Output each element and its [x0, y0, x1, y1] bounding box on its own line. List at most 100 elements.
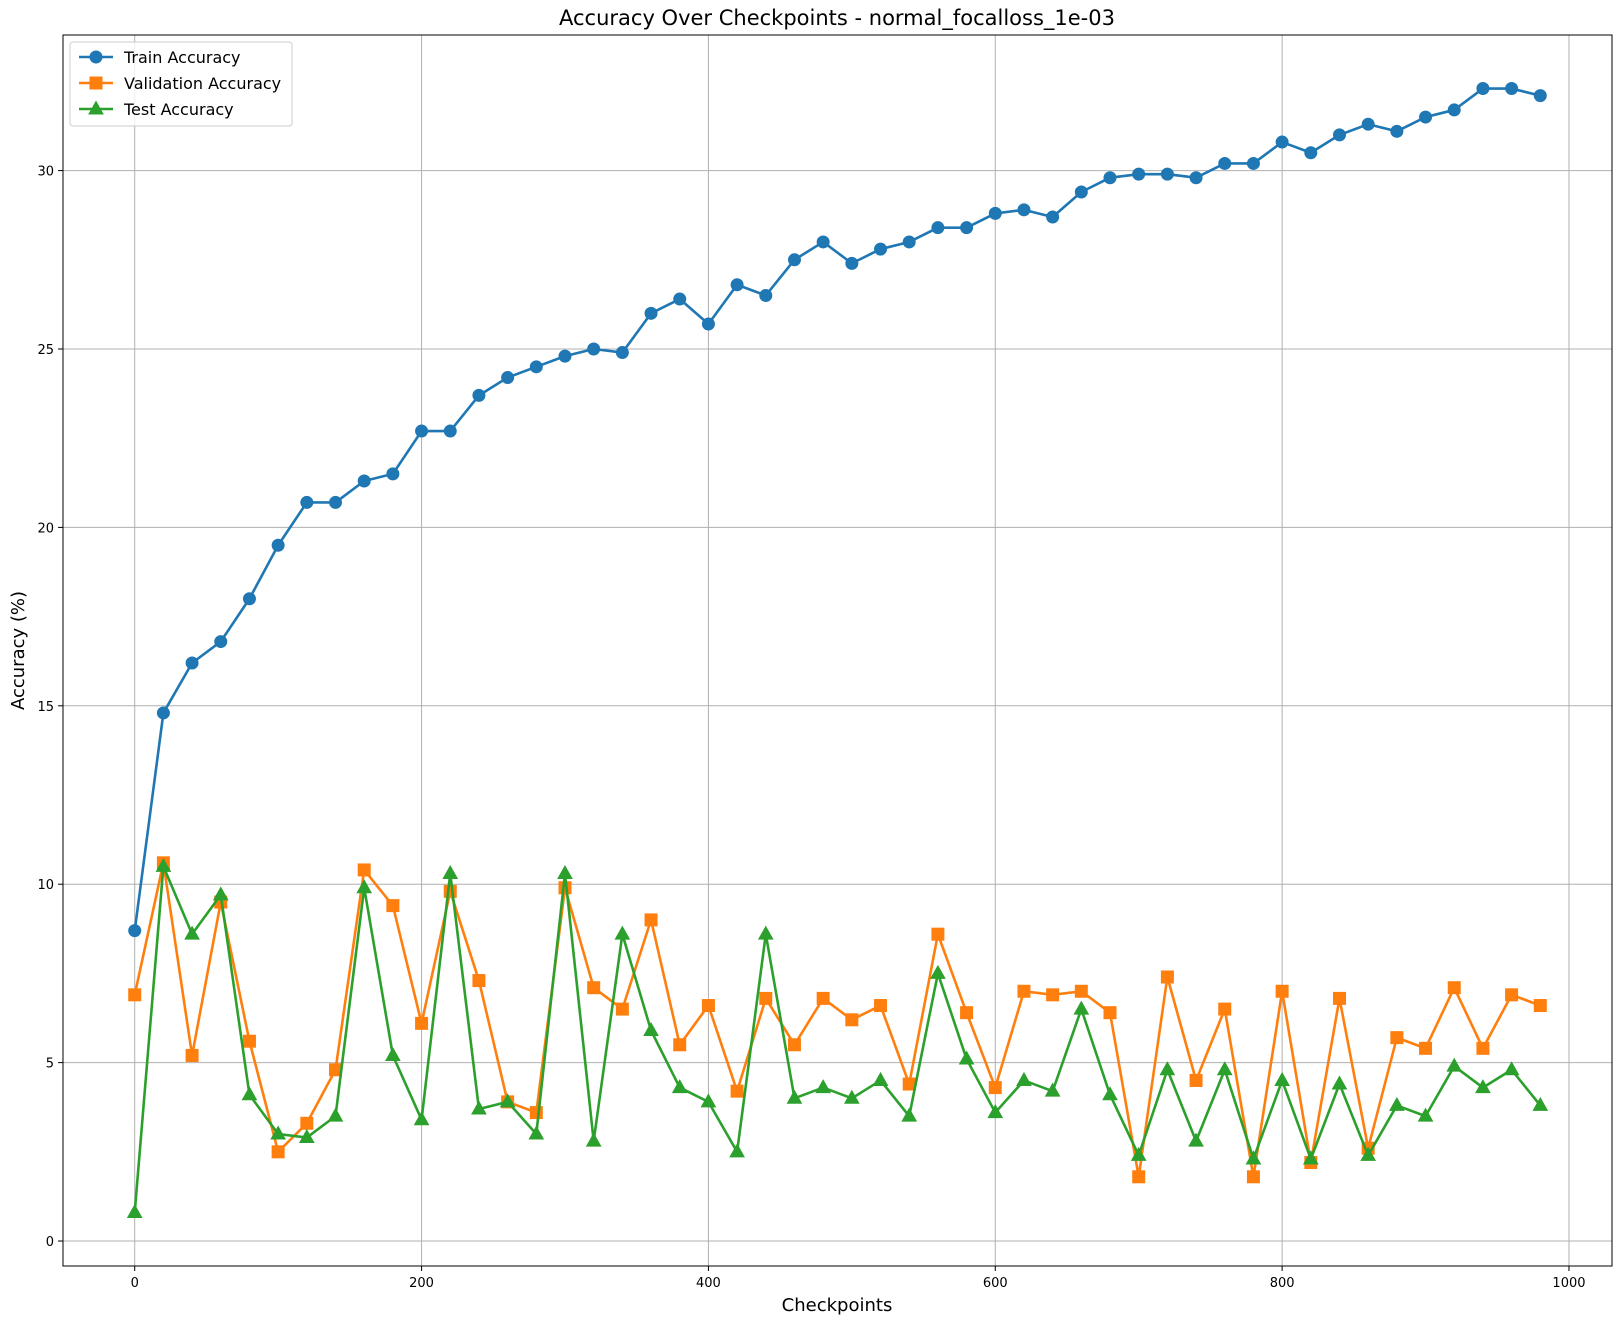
- validation-accuracy-point: [845, 1013, 859, 1027]
- test-accuracy-point: [815, 1079, 832, 1094]
- train-accuracy-point: [931, 221, 945, 235]
- validation-accuracy-point: [931, 927, 945, 941]
- test-accuracy-point: [1044, 1082, 1061, 1097]
- train-accuracy-point: [1160, 167, 1174, 181]
- legend-label: Validation Accuracy: [124, 74, 281, 93]
- train-accuracy-point: [1246, 156, 1260, 170]
- train-accuracy-point: [329, 495, 343, 509]
- test-accuracy-point: [585, 1132, 602, 1147]
- test-accuracy-point: [241, 1086, 258, 1101]
- test-accuracy-point: [901, 1107, 918, 1122]
- validation-accuracy-point: [300, 1116, 314, 1130]
- train-accuracy-point: [587, 342, 601, 356]
- x-tick-label: 600: [983, 1276, 1008, 1291]
- test-accuracy-point: [614, 925, 631, 940]
- validation-accuracy-series: [128, 856, 1547, 1184]
- test-accuracy-point: [700, 1093, 717, 1108]
- test-accuracy-point: [442, 864, 459, 880]
- test-accuracy-point: [1475, 1079, 1491, 1094]
- train-accuracy-point: [902, 235, 916, 249]
- chart-title: Accuracy Over Checkpoints - normal_focal…: [559, 6, 1115, 31]
- validation-accuracy-point: [1505, 988, 1519, 1002]
- x-tick-label: 400: [696, 1276, 721, 1291]
- legend-item-test-accuracy: Test Accuracy: [79, 100, 234, 119]
- test-accuracy-point: [872, 1071, 889, 1086]
- validation-accuracy-point: [357, 863, 371, 877]
- train-accuracy-point: [701, 317, 715, 331]
- test-accuracy-series: [126, 857, 1549, 1218]
- legend-marker: [88, 100, 104, 115]
- legend-marker: [89, 76, 103, 90]
- axis-ticks: 0 200 400 600 800 1000 0 5 10 15 20 25 30: [37, 165, 1585, 1291]
- test-accuracy-point: [1102, 1086, 1118, 1101]
- test-accuracy-point: [1274, 1071, 1290, 1086]
- train-accuracy-point: [1419, 110, 1433, 124]
- test-accuracy-point: [270, 1125, 286, 1140]
- y-tick-label: 5: [46, 1057, 54, 1072]
- train-accuracy-point: [501, 371, 515, 385]
- validation-accuracy-point: [1476, 1041, 1490, 1055]
- validation-accuracy-point: [271, 1145, 285, 1159]
- train-accuracy-point: [242, 592, 256, 606]
- validation-accuracy-point: [1103, 1006, 1117, 1020]
- test-accuracy-point: [958, 1050, 975, 1065]
- validation-accuracy-point: [529, 1106, 543, 1120]
- test-accuracy-point: [528, 1125, 545, 1140]
- validation-accuracy-point: [415, 1016, 429, 1030]
- validation-accuracy-point: [701, 999, 715, 1013]
- train-accuracy-point: [845, 256, 859, 270]
- train-accuracy-point: [1103, 171, 1117, 185]
- train-accuracy-point: [443, 424, 457, 438]
- train-accuracy-point: [1046, 210, 1060, 224]
- train-accuracy-point: [357, 474, 371, 488]
- legend-marker: [89, 50, 103, 64]
- test-accuracy-point: [1360, 1146, 1377, 1161]
- train-accuracy-point: [1361, 117, 1375, 131]
- validation-accuracy-point: [472, 974, 486, 988]
- validation-accuracy-point: [615, 1002, 629, 1016]
- test-accuracy-point: [1016, 1071, 1032, 1086]
- y-axis-label: Accuracy (%): [8, 591, 29, 710]
- test-accuracy-line: [133, 865, 1542, 1213]
- test-accuracy-point: [184, 925, 200, 940]
- validation-accuracy-point: [1390, 1031, 1404, 1045]
- train-accuracy-point: [415, 424, 429, 438]
- train-accuracy-point: [472, 388, 486, 402]
- test-accuracy-point: [499, 1093, 516, 1108]
- validation-accuracy-point: [1533, 999, 1547, 1013]
- train-accuracy-point: [386, 467, 400, 481]
- train-accuracy-point: [730, 278, 744, 292]
- train-accuracy-point: [673, 292, 687, 306]
- validation-accuracy-point: [1447, 981, 1461, 995]
- train-accuracy-point: [816, 235, 830, 249]
- train-accuracy-point: [1505, 82, 1519, 96]
- train-accuracy-point: [759, 288, 773, 302]
- train-accuracy-point: [1304, 146, 1318, 160]
- train-accuracy-point: [960, 221, 974, 235]
- train-accuracy-point: [1132, 167, 1146, 181]
- validation-accuracy-point: [587, 981, 601, 995]
- series-lines: [126, 82, 1549, 1218]
- validation-accuracy-point: [816, 991, 830, 1005]
- legend-label: Test Accuracy: [123, 100, 234, 119]
- test-accuracy-point: [1302, 1150, 1319, 1165]
- train-accuracy-point: [156, 706, 170, 720]
- train-accuracy-point: [214, 635, 228, 649]
- train-accuracy-point: [529, 360, 543, 374]
- validation-accuracy-point: [902, 1077, 916, 1091]
- train-accuracy-point: [644, 306, 658, 320]
- x-tick-label: 200: [409, 1276, 434, 1291]
- x-axis-label: Checkpoints: [782, 1295, 893, 1316]
- legend: Train Accuracy Validation Accuracy Test Ac…: [69, 41, 293, 127]
- train-accuracy-point: [271, 538, 285, 552]
- validation-accuracy-point: [1017, 984, 1031, 998]
- test-accuracy-point: [356, 879, 373, 894]
- train-accuracy-point: [300, 495, 314, 509]
- validation-accuracy-point: [1275, 984, 1289, 998]
- validation-accuracy-point: [1132, 1170, 1146, 1184]
- train-accuracy-point: [1476, 82, 1490, 96]
- validation-accuracy-point: [1160, 970, 1174, 984]
